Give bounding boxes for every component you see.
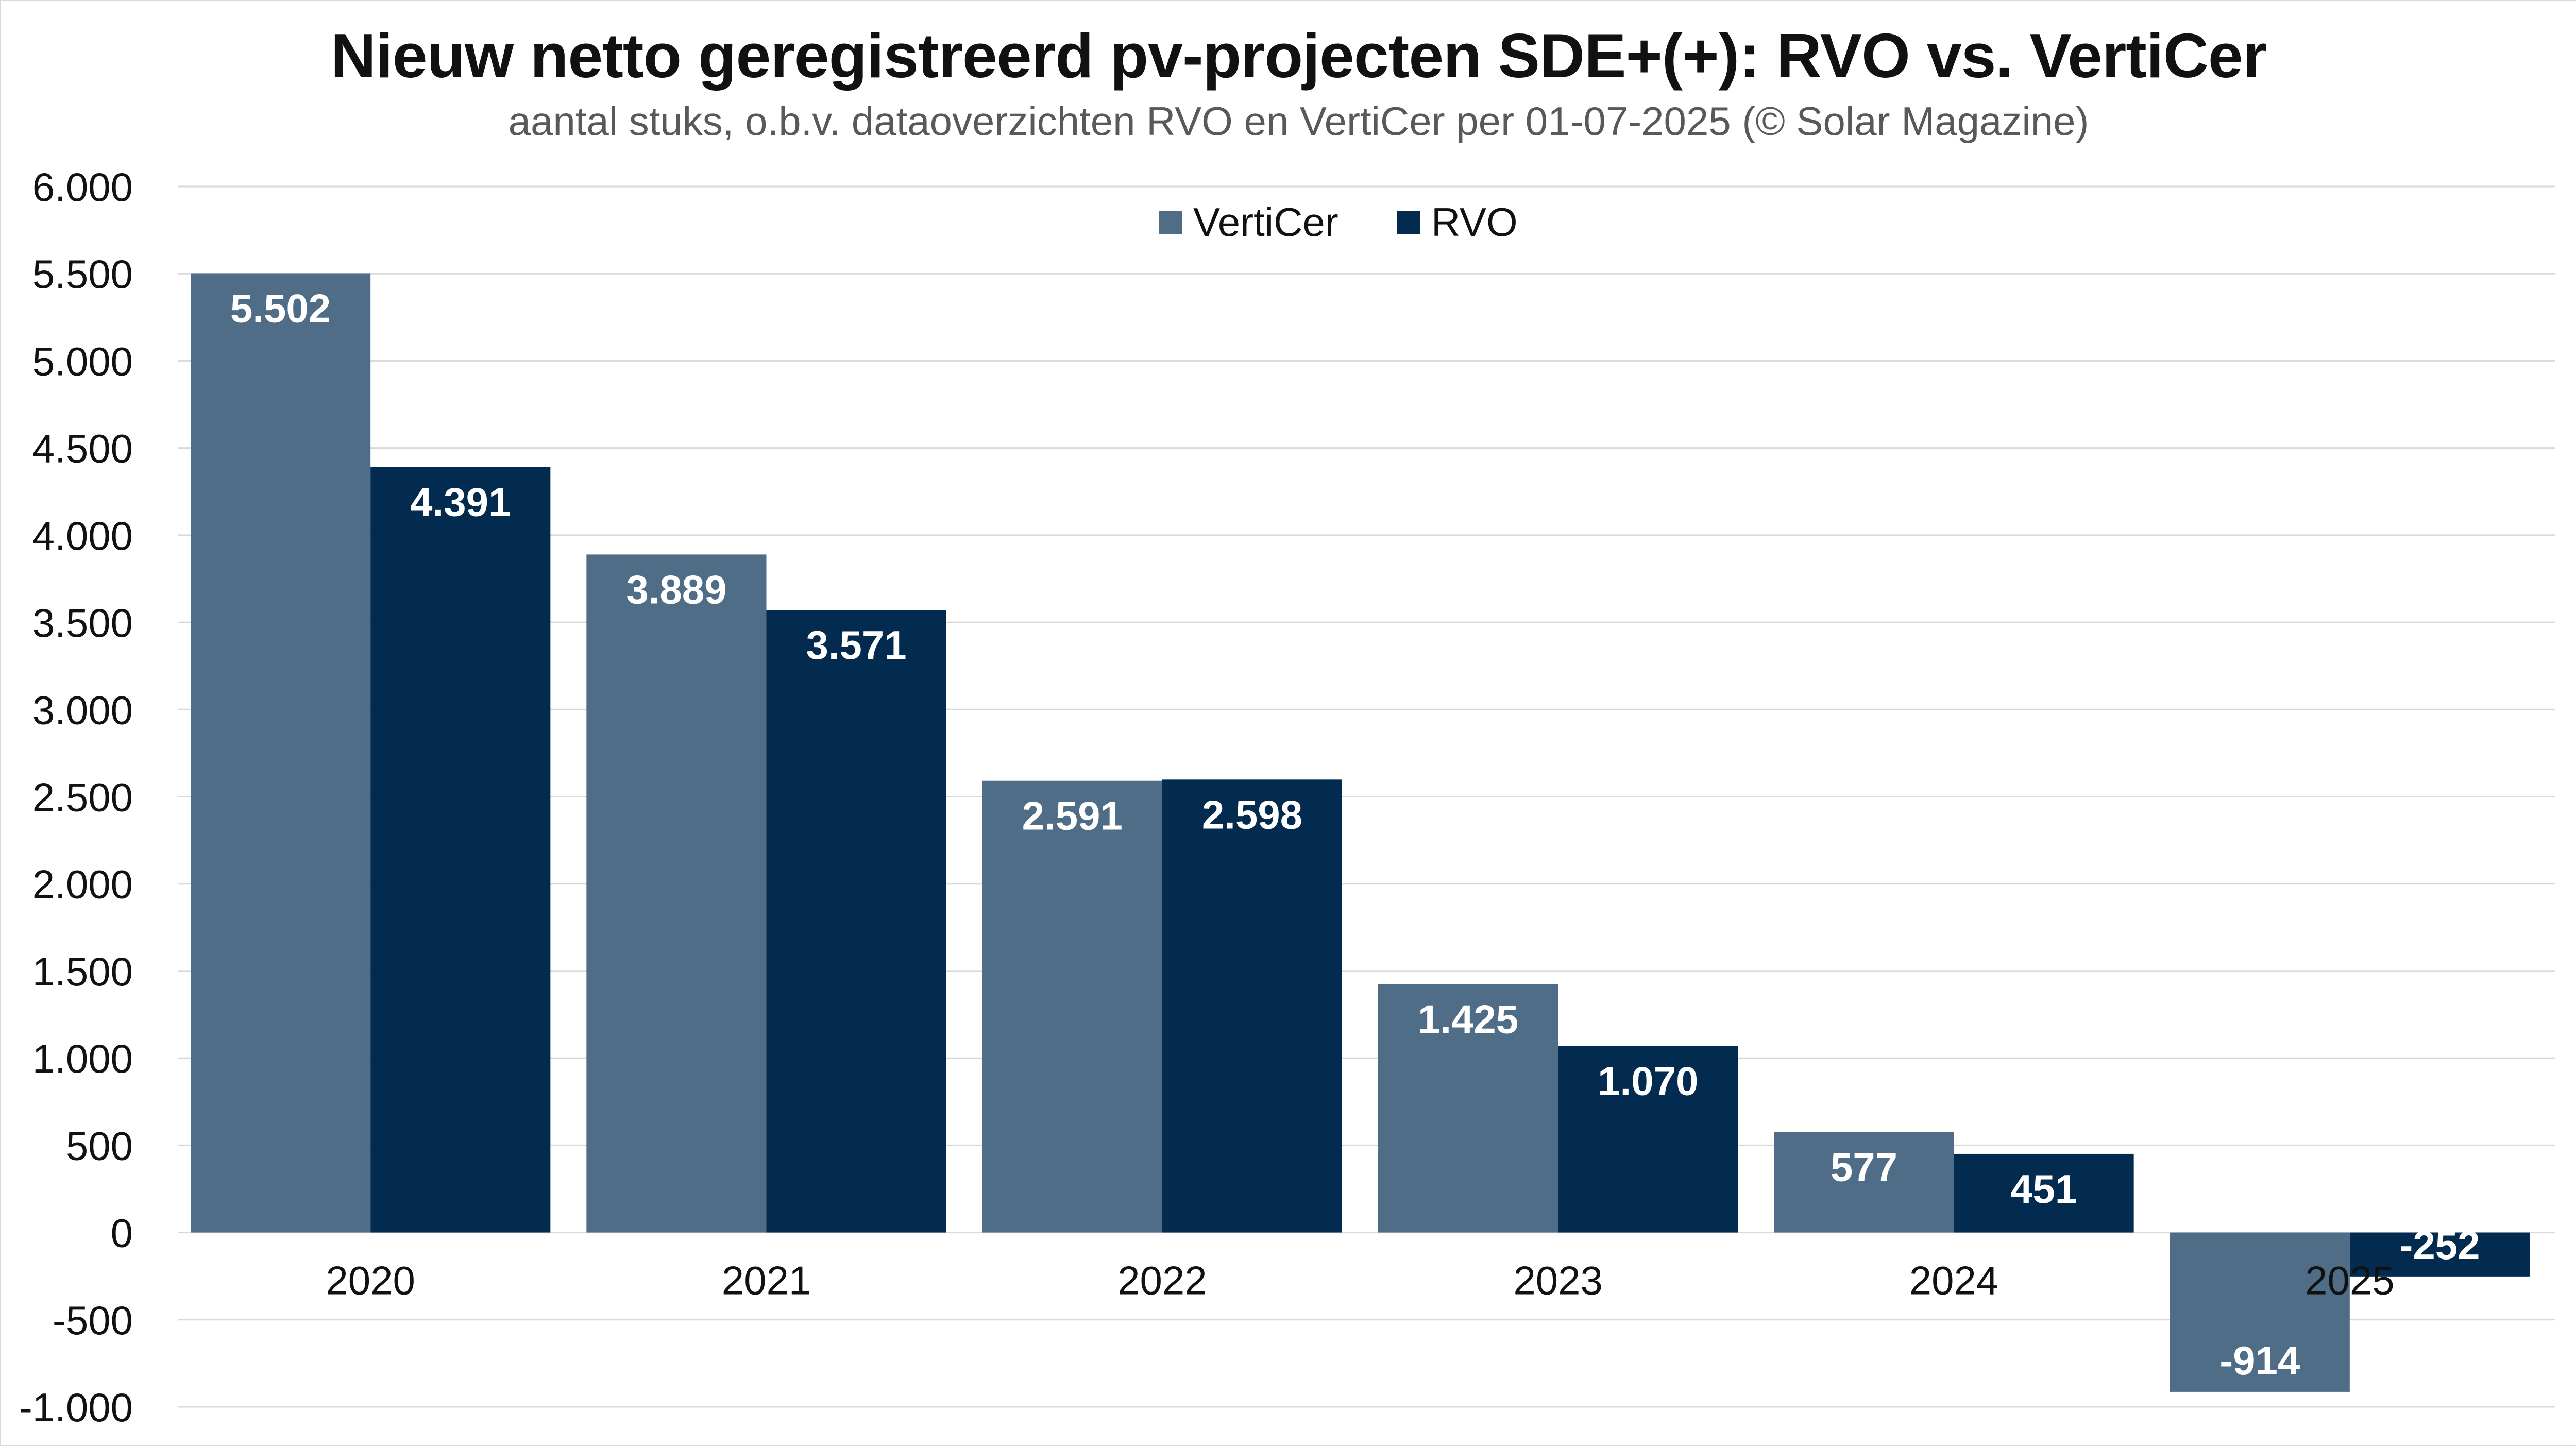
bar-rvo-2020 xyxy=(370,467,551,1233)
y-tick-label: 4.000 xyxy=(32,513,133,558)
legend-label: RVO xyxy=(1431,199,1518,245)
y-tick-label: 1.500 xyxy=(32,949,133,994)
y-tick-label: -500 xyxy=(53,1298,133,1343)
data-label: -914 xyxy=(2219,1338,2300,1383)
legend-label: VertiCer xyxy=(1193,199,1338,245)
bar-rvo-2024 xyxy=(1954,1153,2134,1233)
bar-verticer-2021 xyxy=(586,554,767,1233)
bar-value-labels: 5.502 4.391 3.889 3.571 2.591 2.598 1.425 1.070… xyxy=(230,286,2480,1383)
x-tick-label: 2020 xyxy=(326,1258,415,1303)
y-tick-label: 500 xyxy=(66,1123,133,1168)
legend-swatch xyxy=(1397,211,1420,234)
y-tick-label: 5.500 xyxy=(32,251,133,297)
data-label: 5.502 xyxy=(230,286,331,331)
y-tick-label: 1.000 xyxy=(32,1036,133,1081)
data-label: 1.425 xyxy=(1418,996,1518,1042)
legend-swatch xyxy=(1159,211,1182,234)
bar-verticer-2020 xyxy=(191,273,371,1233)
x-tick-label: 2024 xyxy=(1909,1258,1999,1303)
bars xyxy=(191,273,2530,1392)
data-label: 2.591 xyxy=(1022,793,1123,839)
data-label: 2.598 xyxy=(1202,792,1302,837)
y-tick-label: 6.000 xyxy=(32,164,133,210)
y-tick-label: 0 xyxy=(111,1211,133,1256)
data-label: -252 xyxy=(2399,1222,2480,1268)
bar-rvo-2025 xyxy=(2349,1232,2530,1277)
x-axis-ticks: 2020 2021 2022 2023 2024 2025 xyxy=(326,1258,2394,1303)
y-tick-label: 3.000 xyxy=(32,687,133,733)
bar-rvo-2023 xyxy=(1558,1046,1738,1233)
x-tick-label: 2022 xyxy=(1117,1258,1207,1303)
x-tick-label: 2023 xyxy=(1513,1258,1603,1303)
y-tick-label: -1.000 xyxy=(19,1385,133,1430)
y-tick-label: 2.000 xyxy=(32,862,133,907)
data-label: 3.571 xyxy=(806,622,906,668)
legend: VertiCer RVO xyxy=(1159,199,1518,245)
bar-rvo-2022 xyxy=(1162,779,1342,1233)
data-label: 1.070 xyxy=(1598,1058,1698,1103)
x-tick-label: 2025 xyxy=(2305,1258,2395,1303)
y-axis-ticks: 6.000 5.500 5.000 4.500 4.000 3.500 3.000 2.500… xyxy=(19,164,133,1430)
bar-verticer-2022 xyxy=(982,780,1162,1233)
y-tick-label: 4.500 xyxy=(32,426,133,471)
y-tick-label: 2.500 xyxy=(32,775,133,820)
x-tick-label: 2021 xyxy=(722,1258,811,1303)
bar-verticer-2024 xyxy=(1774,1132,1954,1233)
chart-title: Nieuw netto geregistreerd pv-projecten S… xyxy=(330,21,2267,91)
gridlines xyxy=(178,185,2555,1408)
data-label: 4.391 xyxy=(410,480,511,525)
chart-subtitle: aantal stuks, o.b.v. dataoverzichten RVO… xyxy=(508,98,2089,144)
data-label: 3.889 xyxy=(626,567,726,612)
bar-verticer-2023 xyxy=(1378,984,1558,1233)
bar-verticer-2025 xyxy=(2170,1232,2350,1392)
y-tick-label: 5.000 xyxy=(32,338,133,384)
data-label: 577 xyxy=(1831,1144,1897,1189)
data-label: 451 xyxy=(2010,1166,2077,1212)
bar-rvo-2021 xyxy=(766,610,946,1233)
y-tick-label: 3.500 xyxy=(32,600,133,645)
